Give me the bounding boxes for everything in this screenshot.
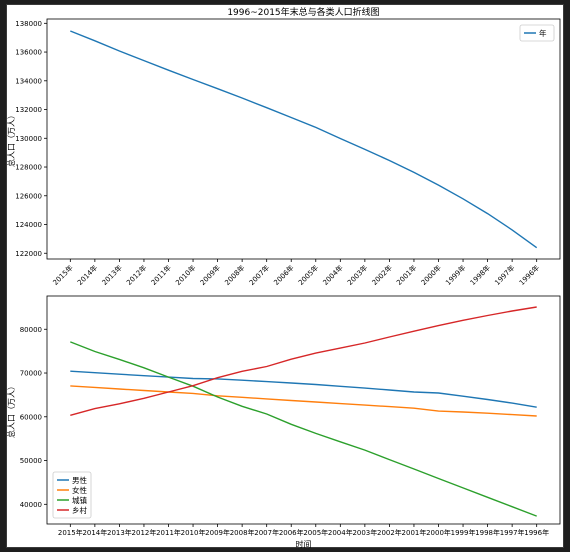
x-tick-label: 1996年 <box>524 528 549 537</box>
x-tick-label: 2011年 <box>149 263 173 287</box>
x-tick-label: 1997年 <box>493 263 517 287</box>
x-tick-label: 1997年 <box>500 528 525 537</box>
x-tick-label: 2015年 <box>58 528 83 537</box>
x-axis-label: 时间 <box>296 539 312 549</box>
y-tick-label: 132000 <box>15 106 42 114</box>
series-line-2 <box>70 385 537 417</box>
y-tick-label: 136000 <box>15 49 42 57</box>
x-tick-label: 2005年 <box>303 528 328 537</box>
chart-title: 1996~2015年末总与各类人口折线图 <box>227 6 379 18</box>
x-tick-label: 2003年 <box>345 263 369 287</box>
y-tick-label: 130000 <box>15 135 42 143</box>
x-tick-label: 2006年 <box>272 263 296 287</box>
y-tick-label: 60000 <box>20 413 42 421</box>
plot-area <box>46 295 561 525</box>
chart-1: 1996~2015年末总与各类人口折线图 122000 124000 126000 12… <box>7 6 561 287</box>
x-tick-label: 2007年 <box>247 263 271 287</box>
x-tick-label: 1998年 <box>475 528 500 537</box>
x-tick-label: 2009年 <box>198 263 222 287</box>
legend-box <box>52 471 92 519</box>
y-axis-label: 总人口（万人） <box>7 382 16 438</box>
legend-entry: 女性 <box>72 485 87 495</box>
y-tick-label: 80000 <box>20 326 42 334</box>
x-tick-label: 2013年 <box>107 528 132 537</box>
x-tick-label: 2013年 <box>100 263 124 287</box>
legend-entry: 男性 <box>72 475 87 485</box>
x-tick-label: 1998年 <box>468 263 492 287</box>
x-tick-label: 2002年 <box>377 528 402 537</box>
y-tick-label: 138000 <box>15 20 42 28</box>
x-tick-label: 2007年 <box>254 528 279 537</box>
x-tick-label: 2001年 <box>394 263 418 287</box>
series-line-1 <box>70 30 538 249</box>
x-tick-label: 1996年 <box>517 263 541 287</box>
figure-window: 1996~2015年末总与各类人口折线图 122000 124000 126000 12… <box>6 4 564 549</box>
legend-entry: 城镇 <box>72 495 87 505</box>
legend-box <box>519 24 555 42</box>
x-tick-label: 2008年 <box>230 528 255 537</box>
y-tick-label: 124000 <box>15 221 42 229</box>
y-tick-label: 122000 <box>15 250 42 258</box>
y-tick-label: 134000 <box>15 77 42 85</box>
x-tick-label: 2000年 <box>419 263 443 287</box>
y-tick-label: 128000 <box>15 164 42 172</box>
y-tick-label: 70000 <box>20 370 42 378</box>
x-tick-label: 2004年 <box>328 528 353 537</box>
y-tick-label: 126000 <box>15 192 42 200</box>
legend-entry: 乡村 <box>72 505 87 515</box>
figure-canvas: 1996~2015年末总与各类人口折线图 122000 124000 126000 12… <box>7 6 561 549</box>
x-tick-label: 2001年 <box>402 528 427 537</box>
x-tick-label: 2005年 <box>296 263 320 287</box>
y-tick-label: 50000 <box>20 457 42 465</box>
x-tick-label: 2010年 <box>181 528 206 537</box>
series-line-4 <box>70 306 537 416</box>
legend-entry: 年 <box>539 28 547 38</box>
series-line-3 <box>70 341 537 517</box>
legend: 年 <box>519 24 555 42</box>
x-tick-label: 2014年 <box>82 528 107 537</box>
x-tick-label: 2010年 <box>174 263 198 287</box>
plot-area <box>46 18 561 260</box>
x-tick-label: 2011年 <box>156 528 181 537</box>
x-tick-label: 2003年 <box>352 528 377 537</box>
x-tick-label: 2008年 <box>223 263 247 287</box>
x-tick-label: 2009年 <box>205 528 230 537</box>
chart-2: 40000 50000 60000 70000 80000 2015年 2014年 2013年… <box>7 295 561 549</box>
x-tick-label: 2000年 <box>426 528 451 537</box>
x-tick-label: 2002年 <box>370 263 394 287</box>
x-tick-label: 1999年 <box>444 263 468 287</box>
x-tick-label: 2006年 <box>279 528 304 537</box>
series-line-1 <box>70 370 537 408</box>
x-tick-label: 2012年 <box>132 528 157 537</box>
y-axis-label: 总人口（万人） <box>7 111 16 167</box>
x-tick-label: 2015年 <box>51 263 75 287</box>
x-tick-label: 1999年 <box>451 528 476 537</box>
y-tick-label: 40000 <box>20 501 42 509</box>
x-tick-label: 2012年 <box>124 263 148 287</box>
x-tick-label: 2004年 <box>321 263 345 287</box>
x-tick-label: 2014年 <box>75 263 99 287</box>
